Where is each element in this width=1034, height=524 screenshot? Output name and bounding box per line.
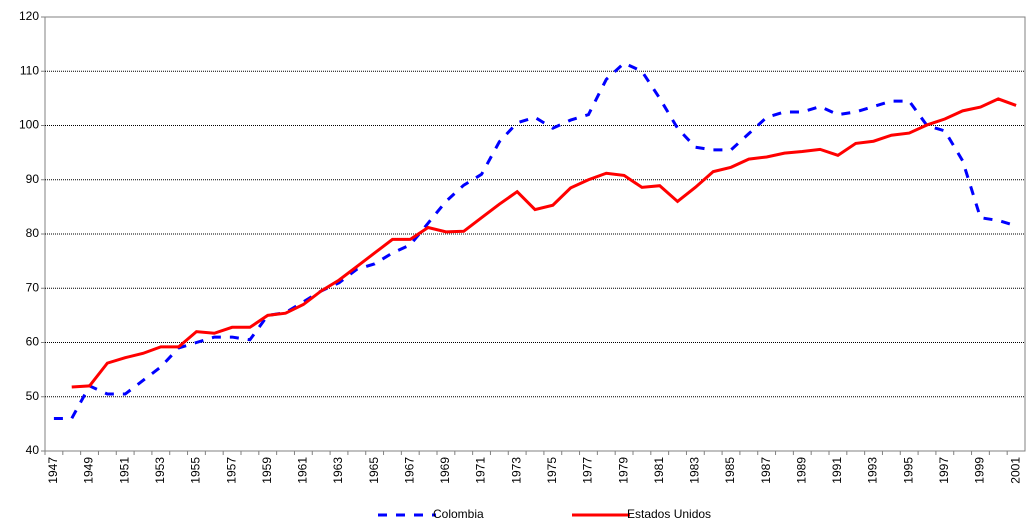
x-tick-label: 1989 (794, 457, 808, 484)
x-tick-label: 1973 (509, 457, 523, 484)
y-tick-label: 110 (20, 63, 39, 77)
x-tick-label: 1967 (402, 457, 416, 484)
x-tick-label: 1955 (189, 457, 203, 484)
series-line (53, 61, 1017, 420)
y-tick-label: 100 (19, 118, 39, 132)
y-tick-label: 90 (26, 172, 40, 186)
x-tick-label: 1981 (652, 457, 666, 484)
y-tick-label: 70 (26, 280, 40, 294)
x-tick-label: 1965 (367, 457, 381, 484)
legend-label: Estados Unidos (627, 507, 711, 521)
x-tick-label: 2001 (1008, 457, 1022, 484)
x-tick-label: 1995 (901, 457, 915, 484)
series-line (71, 97, 1017, 389)
y-tick-label: 80 (26, 226, 40, 240)
x-tick-label: 1987 (759, 457, 773, 484)
y-tick-label: 40 (26, 443, 40, 457)
x-tick-label: 1959 (260, 457, 274, 484)
x-tick-label: 1949 (82, 457, 96, 484)
legend-label: Colombia (433, 507, 484, 521)
y-tick-label: 120 (19, 9, 39, 23)
x-tick-label: 1991 (830, 457, 844, 484)
y-tick-label: 50 (26, 389, 40, 403)
x-tick-label: 1947 (46, 457, 60, 484)
y-tick-label: 60 (26, 335, 40, 349)
x-tick-label: 1979 (616, 457, 630, 484)
x-tick-label: 1993 (866, 457, 880, 484)
x-tick-label: 1971 (474, 457, 488, 484)
x-tick-label: 1997 (937, 457, 951, 484)
x-tick-label: 1975 (545, 457, 559, 484)
x-tick-label: 1951 (117, 457, 131, 484)
x-tick-label: 1953 (153, 457, 167, 484)
x-tick-label: 1999 (973, 457, 987, 484)
x-tick-label: 1977 (581, 457, 595, 484)
x-tick-label: 1961 (296, 457, 310, 484)
x-tick-label: 1969 (438, 457, 452, 484)
x-tick-label: 1983 (688, 457, 702, 484)
x-tick-label: 1985 (723, 457, 737, 484)
x-tick-label: 1957 (224, 457, 238, 484)
x-tick-label: 1963 (331, 457, 345, 484)
